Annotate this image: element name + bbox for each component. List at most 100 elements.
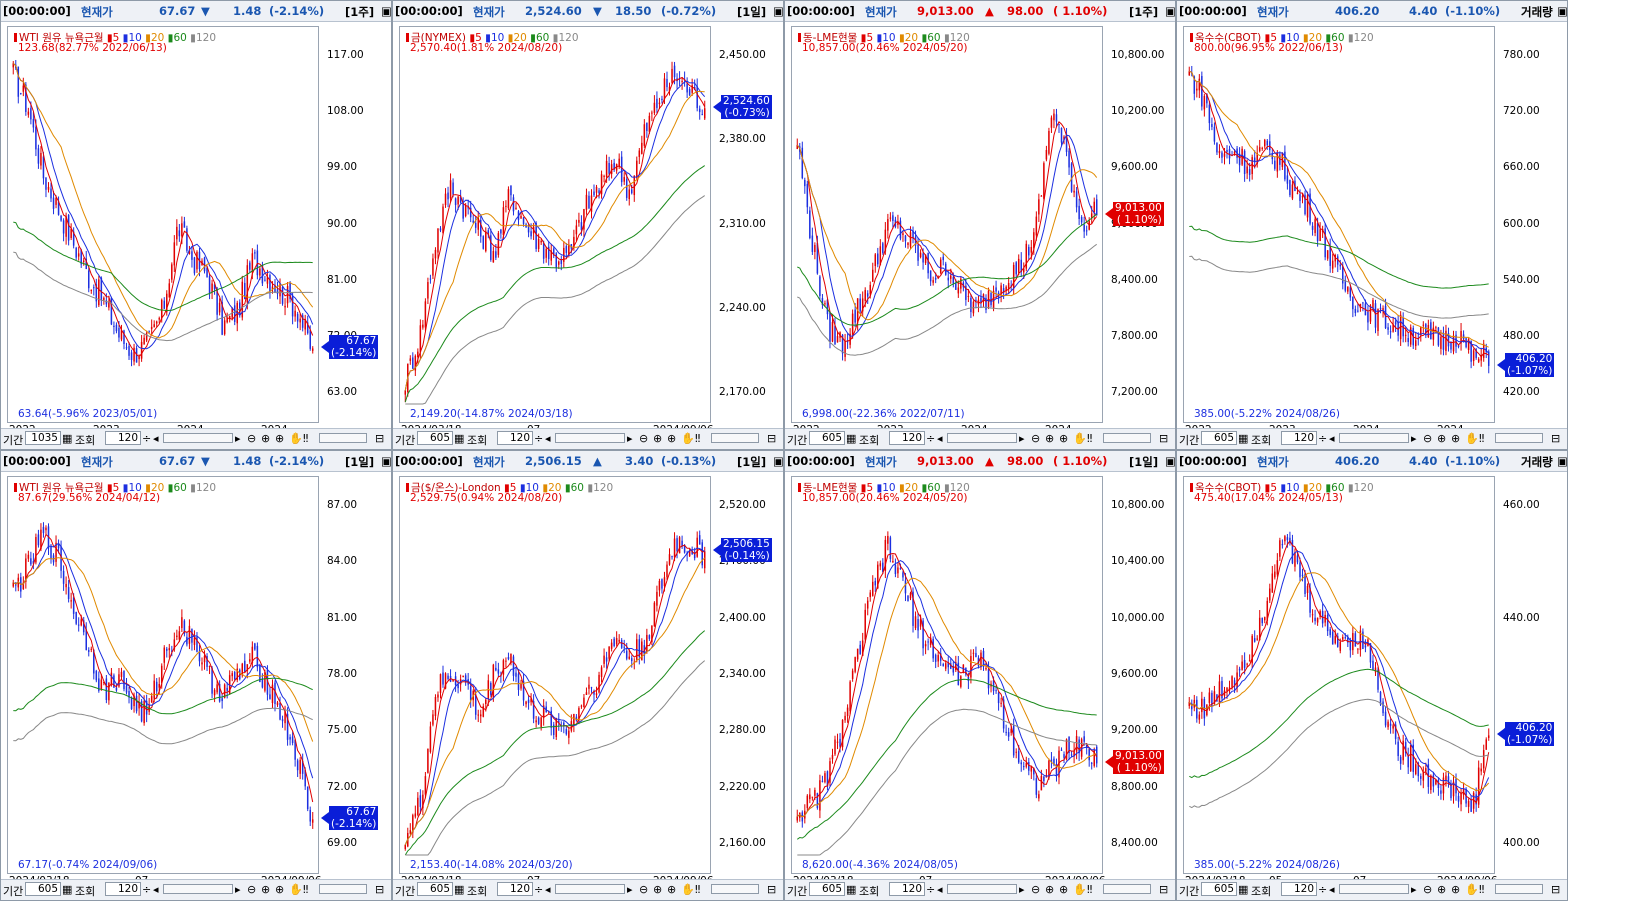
scrollbar[interactable] [555, 433, 625, 443]
period-label[interactable]: [1일] [737, 5, 767, 19]
period-count-input[interactable]: 605 [1201, 882, 1237, 896]
scroll-left-button[interactable]: ◂ [153, 432, 159, 445]
end-button[interactable]: ⊟ [767, 432, 777, 445]
spin-button[interactable]: ÷ [926, 883, 936, 896]
zoom-in-icon[interactable]: ⊕ [261, 883, 271, 896]
period-label[interactable]: 거래량 [1521, 455, 1553, 469]
period-label[interactable]: 거래량 [1521, 5, 1553, 19]
window-icon[interactable]: ▣ [1557, 454, 1568, 468]
bars-icon[interactable]: ‼ [1087, 432, 1093, 445]
zoom-slider[interactable] [319, 884, 367, 894]
zoom-slider[interactable] [711, 884, 759, 894]
spin-button[interactable]: ÷ [142, 432, 152, 445]
window-icon[interactable]: ▣ [773, 4, 784, 18]
zoom-in-icon[interactable]: ⊕ [1437, 883, 1447, 896]
period-label[interactable]: [1주] [1129, 5, 1159, 19]
period-label[interactable]: [1일] [737, 455, 767, 469]
bar-count-input[interactable]: 120 [105, 431, 141, 445]
calendar-icon[interactable]: ▦ [62, 883, 73, 896]
bars-icon[interactable]: ‼ [695, 432, 701, 445]
bars-icon[interactable]: ‼ [1479, 432, 1485, 445]
zoom-in-icon[interactable]: ⊕ [1045, 432, 1055, 445]
period-count-input[interactable]: 605 [809, 431, 845, 445]
spin-button[interactable]: ÷ [142, 883, 152, 896]
hand-icon[interactable]: ✋ [1073, 432, 1087, 445]
scroll-left-button[interactable]: ◂ [1329, 883, 1335, 896]
scroll-right-button[interactable]: ▸ [627, 883, 633, 896]
plus-icon[interactable]: ⊕ [667, 432, 677, 445]
zoom-out-icon[interactable]: ⊖ [1423, 883, 1433, 896]
end-button[interactable]: ⊟ [1551, 432, 1561, 445]
scrollbar[interactable] [1339, 884, 1409, 894]
zoom-slider[interactable] [319, 433, 367, 443]
hand-icon[interactable]: ✋ [1465, 432, 1479, 445]
zoom-out-icon[interactable]: ⊖ [247, 432, 257, 445]
hand-icon[interactable]: ✋ [681, 432, 695, 445]
window-icon[interactable]: ▣ [1557, 4, 1568, 18]
bar-count-input[interactable]: 120 [889, 431, 925, 445]
spin-button[interactable]: ÷ [926, 432, 936, 445]
calendar-icon[interactable]: ▦ [454, 883, 465, 896]
scroll-right-button[interactable]: ▸ [1411, 883, 1417, 896]
period-count-input[interactable]: 605 [1201, 431, 1237, 445]
end-button[interactable]: ⊟ [375, 432, 385, 445]
scroll-left-button[interactable]: ◂ [545, 432, 551, 445]
hand-icon[interactable]: ✋ [289, 432, 303, 445]
period-label[interactable]: [1일] [1129, 455, 1159, 469]
bars-icon[interactable]: ‼ [1479, 883, 1485, 896]
plus-icon[interactable]: ⊕ [1451, 432, 1461, 445]
plus-icon[interactable]: ⊕ [275, 432, 285, 445]
window-icon[interactable]: ▣ [381, 454, 392, 468]
period-label[interactable]: [1주] [345, 5, 375, 19]
scroll-right-button[interactable]: ▸ [627, 432, 633, 445]
end-button[interactable]: ⊟ [375, 883, 385, 896]
spin-button[interactable]: ÷ [534, 883, 544, 896]
scrollbar[interactable] [163, 433, 233, 443]
scroll-left-button[interactable]: ◂ [153, 883, 159, 896]
period-count-input[interactable]: 1035 [25, 431, 61, 445]
zoom-in-icon[interactable]: ⊕ [1045, 883, 1055, 896]
zoom-slider[interactable] [1103, 433, 1151, 443]
scroll-left-button[interactable]: ◂ [937, 883, 943, 896]
scrollbar[interactable] [1339, 433, 1409, 443]
scroll-left-button[interactable]: ◂ [545, 883, 551, 896]
period-count-input[interactable]: 605 [417, 431, 453, 445]
zoom-out-icon[interactable]: ⊖ [247, 883, 257, 896]
zoom-slider[interactable] [1495, 884, 1543, 894]
zoom-slider[interactable] [1495, 433, 1543, 443]
hand-icon[interactable]: ✋ [1073, 883, 1087, 896]
zoom-slider[interactable] [1103, 884, 1151, 894]
period-count-input[interactable]: 605 [809, 882, 845, 896]
period-count-input[interactable]: 605 [25, 882, 61, 896]
spin-button[interactable]: ÷ [1318, 432, 1328, 445]
scroll-right-button[interactable]: ▸ [235, 432, 241, 445]
bar-count-input[interactable]: 120 [497, 431, 533, 445]
spin-button[interactable]: ÷ [1318, 883, 1328, 896]
zoom-out-icon[interactable]: ⊖ [639, 432, 649, 445]
bars-icon[interactable]: ‼ [1087, 883, 1093, 896]
scroll-right-button[interactable]: ▸ [235, 883, 241, 896]
calendar-icon[interactable]: ▦ [846, 432, 857, 445]
window-icon[interactable]: ▣ [773, 454, 784, 468]
end-button[interactable]: ⊟ [1159, 883, 1169, 896]
hand-icon[interactable]: ✋ [289, 883, 303, 896]
scrollbar[interactable] [163, 884, 233, 894]
plus-icon[interactable]: ⊕ [667, 883, 677, 896]
zoom-out-icon[interactable]: ⊖ [639, 883, 649, 896]
bars-icon[interactable]: ‼ [303, 883, 309, 896]
zoom-out-icon[interactable]: ⊖ [1423, 432, 1433, 445]
scroll-left-button[interactable]: ◂ [937, 432, 943, 445]
spin-button[interactable]: ÷ [534, 432, 544, 445]
scroll-right-button[interactable]: ▸ [1019, 883, 1025, 896]
plus-icon[interactable]: ⊕ [1059, 883, 1069, 896]
scrollbar[interactable] [555, 884, 625, 894]
window-icon[interactable]: ▣ [381, 4, 392, 18]
zoom-out-icon[interactable]: ⊖ [1031, 883, 1041, 896]
calendar-icon[interactable]: ▦ [1238, 432, 1249, 445]
zoom-in-icon[interactable]: ⊕ [261, 432, 271, 445]
hand-icon[interactable]: ✋ [681, 883, 695, 896]
calendar-icon[interactable]: ▦ [846, 883, 857, 896]
plus-icon[interactable]: ⊕ [275, 883, 285, 896]
bar-count-input[interactable]: 120 [1281, 882, 1317, 896]
period-count-input[interactable]: 605 [417, 882, 453, 896]
